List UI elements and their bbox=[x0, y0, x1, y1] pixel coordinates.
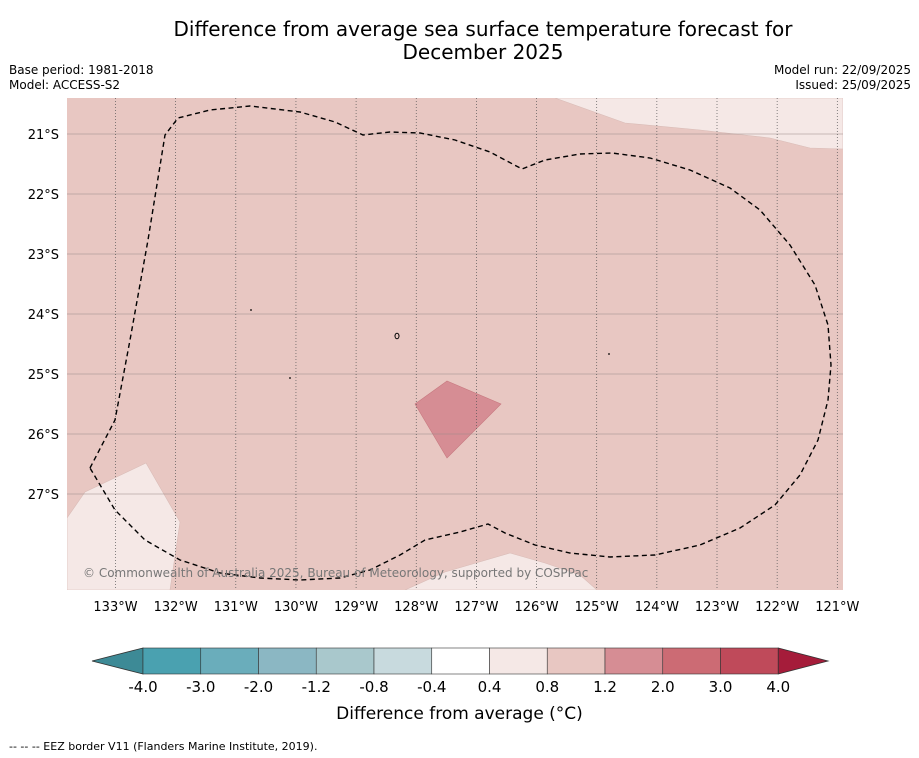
colorbar-tick-label: -1.2 bbox=[302, 678, 331, 696]
colorbar bbox=[91, 647, 830, 675]
anomaly-0.8-1.2-field bbox=[67, 98, 843, 590]
colorbar-segment bbox=[489, 647, 548, 675]
colorbar-title: Difference from average (°C) bbox=[336, 704, 583, 724]
eez-border bbox=[89, 105, 832, 581]
latitude-label: 27°S bbox=[28, 488, 59, 503]
longitude-label: 125°W bbox=[575, 600, 619, 615]
island-mark bbox=[289, 377, 291, 379]
title-line-2: December 2025 bbox=[402, 40, 564, 64]
island-mark bbox=[608, 353, 610, 355]
colorbar-tick-label: 1.2 bbox=[593, 678, 617, 696]
longitude-label: 133°W bbox=[93, 600, 137, 615]
map-title: Difference from average sea surface temp… bbox=[0, 18, 919, 64]
anomaly-0.4-0.8-region-sw bbox=[67, 462, 181, 590]
latitude-label: 26°S bbox=[28, 428, 59, 443]
island-mark bbox=[250, 309, 252, 311]
island-mark bbox=[394, 332, 400, 340]
colorbar-tick-label: 0.8 bbox=[535, 678, 559, 696]
colorbar-tick-label: -0.4 bbox=[417, 678, 446, 696]
latitude-label: 22°S bbox=[28, 188, 59, 203]
colorbar-tick-label: 3.0 bbox=[709, 678, 733, 696]
anomaly-1.2-2.0-region bbox=[414, 380, 502, 459]
colorbar-tick-label: -3.0 bbox=[186, 678, 215, 696]
latitude-label: 25°S bbox=[28, 368, 59, 383]
anomaly-0.4-0.8-region-s bbox=[404, 552, 598, 590]
longitude-label: 126°W bbox=[514, 600, 558, 615]
longitude-label: 121°W bbox=[815, 600, 859, 615]
map-figure: © Commonwealth of Australia 2025, Bureau… bbox=[28, 98, 860, 696]
colorbar-extend-low bbox=[91, 647, 144, 675]
longitude-label: 130°W bbox=[274, 600, 318, 615]
colorbar-segment bbox=[662, 647, 721, 675]
colorbar-segment bbox=[373, 647, 433, 675]
colorbar-tick-label: -4.0 bbox=[128, 678, 157, 696]
copyright-text: © Commonwealth of Australia 2025, Bureau… bbox=[83, 566, 588, 580]
model-run: Model run: 22/09/2025 bbox=[773, 63, 911, 77]
meta-right: Model run: 22/09/2025 Issued: 25/09/2025 bbox=[774, 63, 911, 93]
colorbar-segment bbox=[142, 647, 202, 675]
longitude-label: 131°W bbox=[214, 600, 258, 615]
colorbar-extend-high bbox=[777, 647, 830, 675]
colorbar-tick-label: -0.8 bbox=[359, 678, 388, 696]
longitude-label: 122°W bbox=[755, 600, 799, 615]
base-period: Base period: 1981-2018 bbox=[9, 63, 154, 77]
colorbar-segment bbox=[200, 647, 259, 675]
title-line-1: Difference from average sea surface temp… bbox=[173, 17, 793, 41]
colorbar-tick-label: 0.4 bbox=[478, 678, 502, 696]
colorbar-segment bbox=[431, 647, 490, 675]
longitude-label: 132°W bbox=[154, 600, 198, 615]
colorbar-labels: -4.0 -3.0 -2.0 -1.2 -0.8 -0.4 0.4 0.8 1.2 2.0 3.0 4… bbox=[128, 678, 790, 696]
colorbar-segment bbox=[546, 647, 606, 675]
latitude-labels: 21°S 22°S 23°S 24°S 25°S 26°S 27°S bbox=[28, 128, 59, 503]
longitude-label: 124°W bbox=[635, 600, 679, 615]
longitude-labels: 133°W 132°W 131°W 130°W 129°W 128°W 127°W 126°W… bbox=[93, 600, 859, 615]
latitude-label: 23°S bbox=[28, 248, 59, 263]
longitude-label: 128°W bbox=[394, 600, 438, 615]
meta-left: Base period: 1981-2018 Model: ACCESS-S2 bbox=[9, 63, 154, 93]
longitude-label: 123°W bbox=[695, 600, 739, 615]
latitude-gridlines bbox=[67, 133, 843, 495]
colorbar-segment bbox=[604, 647, 664, 675]
issued-date: Issued: 25/09/2025 bbox=[795, 78, 911, 92]
colorbar-tick-label: 4.0 bbox=[766, 678, 790, 696]
colorbar-segment bbox=[720, 647, 779, 675]
longitude-gridlines bbox=[115, 98, 838, 590]
footnote: -- -- -- EEZ border V11 (Flanders Marine… bbox=[9, 740, 318, 753]
model-name: Model: ACCESS-S2 bbox=[9, 78, 121, 92]
anomaly-0.4-0.8-region-ne bbox=[554, 98, 843, 150]
latitude-label: 21°S bbox=[28, 128, 59, 143]
latitude-label: 24°S bbox=[28, 308, 59, 323]
longitude-label: 129°W bbox=[334, 600, 378, 615]
colorbar-segment bbox=[258, 647, 317, 675]
colorbar-segment bbox=[315, 647, 375, 675]
colorbar-tick-label: -2.0 bbox=[244, 678, 273, 696]
longitude-label: 127°W bbox=[454, 600, 498, 615]
colorbar-tick-label: 2.0 bbox=[651, 678, 675, 696]
